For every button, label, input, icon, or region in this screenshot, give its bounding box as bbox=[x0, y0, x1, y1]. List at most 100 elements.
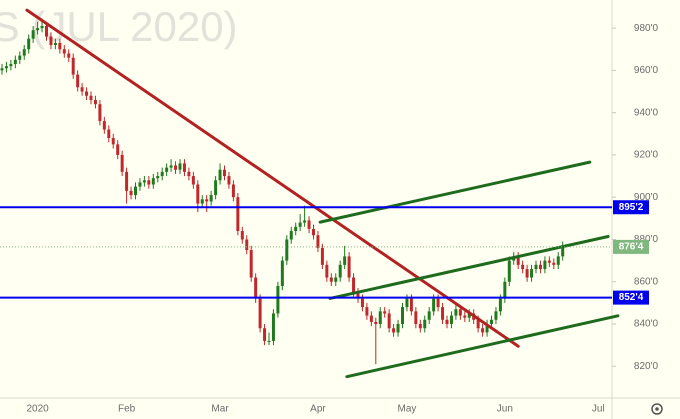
candle-body bbox=[138, 182, 142, 187]
gear-hub[interactable] bbox=[655, 407, 659, 411]
candle-body bbox=[98, 104, 102, 122]
candle-body bbox=[418, 324, 422, 329]
candle-body bbox=[263, 328, 267, 341]
candle-body bbox=[316, 235, 320, 248]
candle-body bbox=[490, 319, 493, 325]
candle-body bbox=[298, 222, 302, 227]
level-tag bbox=[613, 200, 649, 215]
settings-icon[interactable] bbox=[651, 403, 663, 415]
candle-body bbox=[401, 307, 404, 325]
candle-body bbox=[174, 165, 178, 170]
y-tick-label: 920'0 bbox=[634, 150, 659, 161]
candle-body bbox=[254, 277, 258, 299]
candle-body bbox=[231, 184, 235, 198]
level-label: 895'2 bbox=[619, 202, 644, 213]
candle-body bbox=[441, 307, 445, 320]
candle-body bbox=[191, 176, 195, 185]
candle-body bbox=[329, 277, 333, 282]
candle-body bbox=[374, 321, 378, 325]
candle-body bbox=[165, 167, 169, 172]
candle-body bbox=[9, 64, 13, 67]
y-tick-label: 940'0 bbox=[634, 107, 659, 118]
candle-body bbox=[534, 264, 538, 270]
candle-body bbox=[525, 269, 529, 278]
candle-body bbox=[236, 197, 240, 232]
candle-body bbox=[378, 311, 382, 325]
candle-body bbox=[543, 260, 547, 270]
candle-body bbox=[530, 269, 534, 278]
candle-body bbox=[214, 180, 218, 196]
candle-body bbox=[445, 319, 449, 325]
candle-body bbox=[142, 180, 146, 183]
candle-body bbox=[365, 307, 369, 316]
last-price-tag bbox=[613, 239, 649, 254]
candle-body bbox=[303, 220, 307, 223]
candle-body bbox=[547, 260, 551, 263]
candle-body bbox=[458, 309, 462, 316]
x-tick-label: May bbox=[397, 404, 416, 415]
candle-body bbox=[481, 328, 485, 333]
candle-body bbox=[22, 49, 26, 56]
candle-body bbox=[427, 311, 431, 320]
candle-body bbox=[169, 165, 173, 168]
candle-body bbox=[178, 163, 182, 170]
candle-body bbox=[476, 319, 480, 329]
x-tick-label: Apr bbox=[310, 404, 326, 415]
candle-body bbox=[45, 25, 48, 37]
candle-body bbox=[76, 74, 80, 88]
candle-body bbox=[120, 154, 124, 172]
candle-body bbox=[147, 180, 151, 185]
candle-body bbox=[267, 340, 271, 342]
level-tag bbox=[613, 290, 649, 305]
candle-body bbox=[392, 328, 396, 333]
candle-body bbox=[182, 163, 186, 172]
x-tick-label: Feb bbox=[118, 404, 136, 415]
x-tick-label: Jul bbox=[592, 404, 605, 415]
trend-line bbox=[345, 314, 620, 379]
level-label: 852'4 bbox=[619, 292, 644, 303]
watermark-title: ZS (JUL 2020) bbox=[0, 3, 238, 50]
candle-body bbox=[80, 87, 84, 92]
candle-body bbox=[151, 178, 155, 185]
y-tick-label: 880'0 bbox=[634, 234, 659, 245]
candle-body bbox=[360, 298, 364, 308]
candle-body bbox=[0, 68, 4, 71]
candle-body bbox=[320, 247, 324, 265]
candle-body bbox=[31, 30, 35, 39]
x-tick-label: Mar bbox=[211, 404, 229, 415]
y-tick-label: 900'0 bbox=[634, 192, 659, 203]
candle-body bbox=[89, 95, 93, 100]
candle-body bbox=[552, 262, 556, 265]
candle-body bbox=[387, 313, 391, 329]
candle-body bbox=[271, 313, 275, 341]
candle-body bbox=[223, 169, 226, 177]
candle-body bbox=[53, 42, 57, 46]
candle-body bbox=[258, 298, 262, 329]
gear-ring[interactable] bbox=[651, 403, 663, 415]
candle-body bbox=[467, 313, 471, 318]
candle-body bbox=[409, 298, 413, 312]
candle-body bbox=[18, 55, 22, 60]
candle-body bbox=[71, 57, 75, 75]
candle-body bbox=[125, 171, 129, 191]
candle-body bbox=[436, 298, 440, 308]
candle-body bbox=[383, 311, 387, 314]
candle-body bbox=[414, 311, 418, 325]
candle-body bbox=[240, 231, 244, 240]
candle-body bbox=[432, 298, 436, 312]
candle-body bbox=[538, 264, 542, 270]
candle-body bbox=[347, 256, 351, 278]
y-tick-label: 840'0 bbox=[634, 319, 659, 330]
y-tick-label: 820'0 bbox=[634, 361, 659, 372]
candle-body bbox=[294, 226, 298, 232]
candle-body bbox=[285, 239, 289, 261]
candle-body bbox=[521, 264, 525, 270]
candle-body bbox=[423, 319, 427, 329]
candle-body bbox=[227, 176, 231, 185]
candle-body bbox=[4, 66, 8, 69]
candle-body bbox=[160, 171, 164, 177]
candle-body bbox=[36, 28, 40, 31]
candle-body bbox=[556, 256, 560, 265]
